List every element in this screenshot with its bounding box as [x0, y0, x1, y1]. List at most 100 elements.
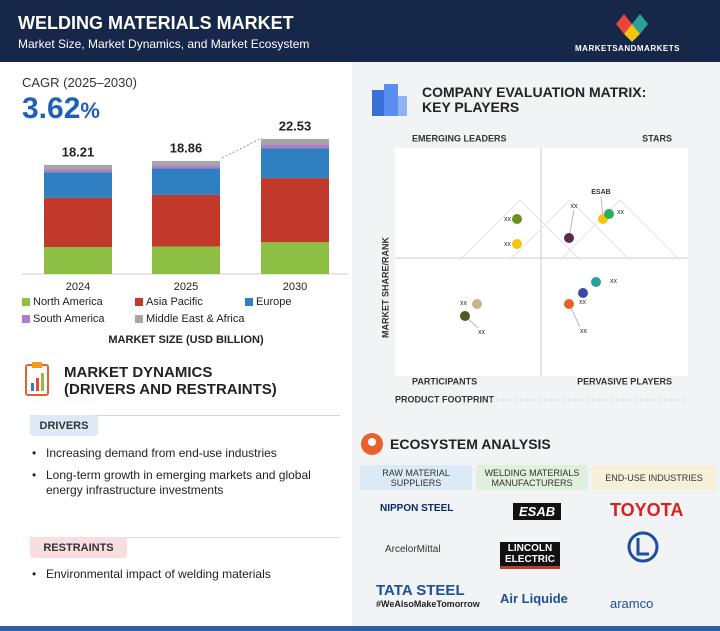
total-label: 18.86 — [170, 140, 203, 155]
bar-segment — [261, 144, 329, 149]
company-label: xx — [617, 209, 625, 216]
driver: Long-term growth in emerging markets and… — [32, 468, 336, 498]
bar-segment — [152, 160, 220, 166]
legend-swatch — [22, 298, 30, 306]
y-axis-label: MARKET SHARE/RANK — [380, 237, 390, 339]
company-label: xx — [610, 278, 618, 285]
ecosystem-icon — [361, 433, 383, 455]
quadrant-label: EMERGING LEADERS — [412, 133, 507, 143]
bar-segment — [261, 148, 329, 179]
column-header: WELDING MATERIALS MANUFACTURERS — [476, 465, 588, 490]
total-label: 22.53 — [279, 118, 312, 133]
legend-label: South America — [33, 313, 105, 325]
bar-segment — [152, 165, 220, 169]
logo: #WeAlsoMakeTomorrow — [376, 599, 480, 609]
trend-arrow — [221, 137, 263, 159]
bar-segment — [261, 178, 329, 243]
footer-bar — [0, 626, 720, 631]
brand-logo — [616, 14, 648, 42]
bar-segment — [44, 172, 112, 198]
cagr: 3.62% — [22, 92, 100, 126]
dynamics-title-1: MARKET DYNAMICS — [64, 364, 213, 381]
company-point — [578, 288, 588, 298]
company-label: ESAB — [591, 189, 610, 196]
company-point — [564, 299, 574, 309]
legend-swatch — [135, 315, 143, 323]
drivers-title: DRIVERS — [30, 415, 98, 436]
quadrant-label: STARS — [642, 133, 672, 143]
legend-swatch — [135, 298, 143, 306]
diagonal-arc — [559, 199, 681, 261]
column-header: RAW MATERIAL SUPPLIERS — [360, 465, 472, 490]
legend-label: Middle East & Africa — [146, 313, 245, 325]
company-label: xx — [571, 203, 579, 210]
bar-segment — [44, 164, 112, 170]
company-label: xx — [504, 241, 512, 248]
quadrant-label: PERVASIVE PLAYERS — [577, 376, 672, 386]
company-point — [564, 233, 574, 243]
legend-label: Europe — [256, 296, 291, 308]
bar-segment — [44, 247, 112, 274]
dynamics-icon — [25, 362, 49, 396]
company-label: xx — [504, 216, 512, 223]
logo: LINCOLN ELECTRIC — [500, 542, 560, 569]
company-label: xx — [580, 328, 588, 335]
restraints-title: RESTRAINTS — [30, 537, 127, 558]
bar-segment — [152, 168, 220, 195]
bar-segment — [261, 242, 329, 274]
company-point — [591, 277, 601, 287]
title: WELDING MATERIALS MARKET — [18, 13, 294, 33]
bar-segment — [152, 194, 220, 247]
axis-label: MARKET SIZE (USD BILLION) — [108, 334, 264, 346]
logo: ESAB — [513, 503, 562, 520]
diagonal-arc — [459, 199, 581, 261]
subtitle: Market Size, Market Dynamics, and Market… — [18, 37, 310, 51]
diagonal-arc — [509, 199, 631, 261]
matrix-title-2: KEY PLAYERS — [422, 99, 520, 115]
column-header: END-USE INDUSTRIES — [592, 465, 716, 490]
drivers-rule — [30, 415, 340, 416]
ecosystem-title: ECOSYSTEM ANALYSIS — [390, 436, 551, 452]
logo: TATA STEEL — [376, 582, 465, 599]
lt-logo — [627, 531, 659, 563]
restraints-rule — [30, 537, 340, 538]
bar-segment — [44, 197, 112, 248]
matrix-title: COMPANY EVALUATION MATRIX: KEY PLAYERS — [422, 85, 646, 115]
dynamics-title: MARKET DYNAMICS (DRIVERS AND RESTRAINTS) — [64, 364, 277, 398]
logo: TOYOTA — [610, 500, 684, 520]
cagr-label: CAGR (2025–2030) — [22, 75, 137, 90]
header — [0, 0, 720, 62]
company-point — [472, 299, 482, 309]
x-tick-label: 2024 — [66, 281, 90, 293]
restraint: Environmental impact of welding material… — [32, 567, 336, 581]
x-tick-label: 2025 — [174, 281, 198, 293]
logo: ArcelorMittal — [385, 544, 441, 555]
x-axis-label: PRODUCT FOOTPRINT — [395, 394, 494, 404]
legend-label: North America — [33, 296, 104, 308]
company-point — [512, 214, 522, 224]
logo: NIPPON STEEL — [380, 503, 454, 514]
bar-segment — [44, 169, 112, 173]
driver: Increasing demand from end-use industrie… — [32, 446, 336, 460]
brand: MARKETSANDMARKETS — [575, 44, 680, 53]
x-tick-label: 2030 — [283, 281, 307, 293]
company-point — [460, 311, 470, 321]
matrix-icon — [372, 84, 407, 116]
chart: 18.21 2024 18.86 2025 22.53 2030 North America… — [22, 118, 348, 346]
company-label: xx — [478, 329, 486, 336]
logo: Air Liquide — [500, 591, 568, 606]
total-label: 18.21 — [62, 144, 95, 159]
cagr-unit: % — [80, 98, 100, 123]
company-label: xx — [579, 299, 587, 306]
dynamics-title-2: (DRIVERS AND RESTRAINTS) — [64, 381, 277, 398]
bar-segment — [261, 139, 329, 145]
matrix: EMERGING LEADERS STARS PARTICIPANTS PERVASI… — [380, 133, 688, 404]
legend-swatch — [22, 315, 30, 323]
matrix-title-1: COMPANY EVALUATION MATRIX: — [422, 84, 647, 100]
company-point — [512, 239, 522, 249]
legend-swatch — [245, 298, 253, 306]
company-point — [604, 209, 614, 219]
cagr-value: 3.62 — [22, 92, 81, 125]
company-label: xx — [460, 300, 468, 307]
